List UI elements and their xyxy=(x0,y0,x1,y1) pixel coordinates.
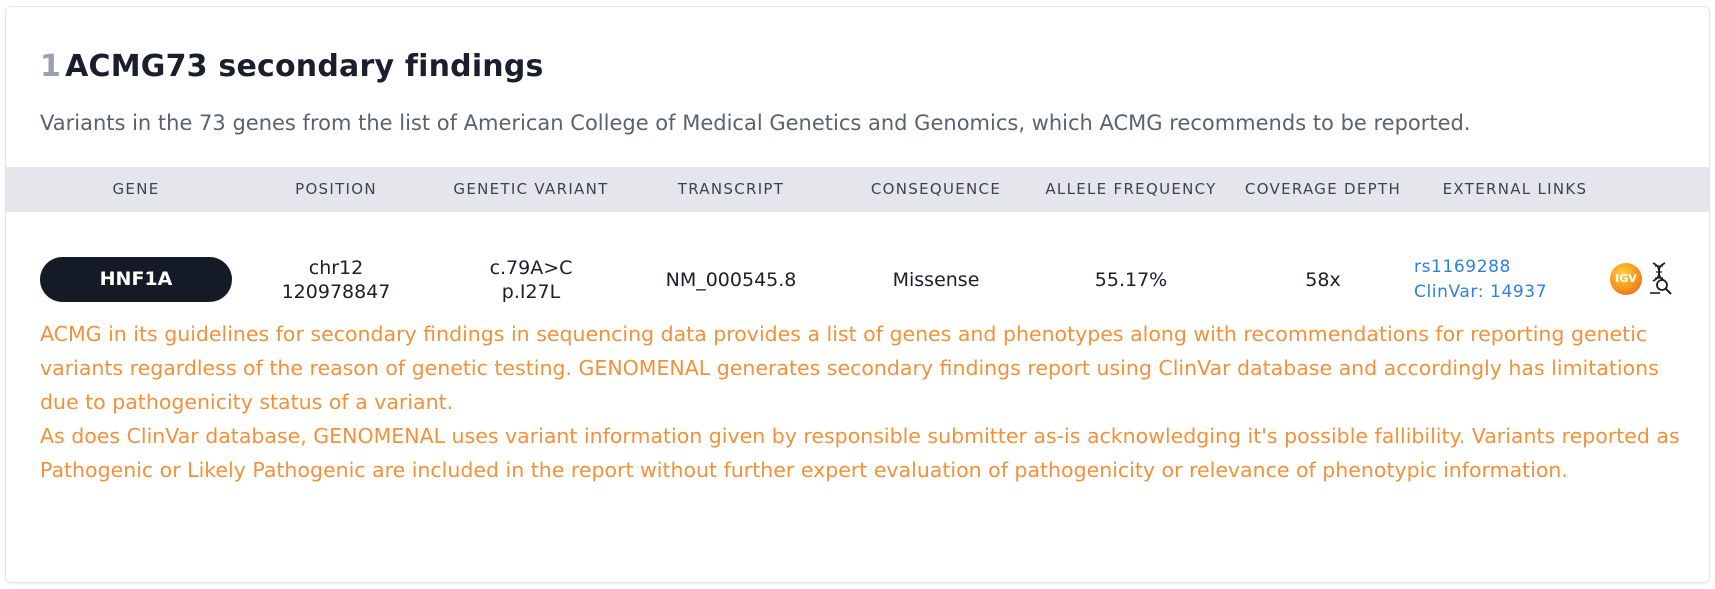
position-coordinate: 120978847 xyxy=(281,281,391,303)
disclaimer-note: ACMG in its guidelines for secondary fin… xyxy=(40,317,1680,487)
header-external-links: EXTERNAL LINKS xyxy=(1442,180,1588,198)
variant-cdna: c.79A>C xyxy=(489,257,573,279)
header-gene[interactable]: GENE xyxy=(112,180,160,198)
header-consequence[interactable]: CONSEQUENCE xyxy=(870,180,1002,198)
position-chromosome: chr12 xyxy=(308,257,364,279)
section-description: Variants in the 73 genes from the list o… xyxy=(40,111,1471,135)
disclaimer-paragraph: As does ClinVar database, GENOMENAL uses… xyxy=(40,424,1680,482)
section-number: 1 xyxy=(40,49,62,84)
clinvar-link[interactable]: ClinVar: 14937 xyxy=(1414,282,1548,302)
coverage-depth-cell: 58x xyxy=(1305,269,1341,291)
gene-badge[interactable]: HNF1A xyxy=(40,257,232,302)
transcript-cell: NM_000545.8 xyxy=(665,269,797,291)
table-header: GENE POSITION GENETIC VARIANT TRANSCRIPT… xyxy=(6,167,1709,212)
variant-protein: p.I27L xyxy=(501,281,561,303)
variant-cell: c.79A>C p.I27L xyxy=(436,245,626,315)
disclaimer-paragraph: ACMG in its guidelines for secondary fin… xyxy=(40,322,1659,414)
allele-frequency-cell: 55.17% xyxy=(1094,269,1168,291)
header-genetic-variant[interactable]: GENETIC VARIANT xyxy=(453,180,609,198)
external-links-cell: rs1169288 ClinVar: 14937 xyxy=(1414,255,1547,305)
dbsnp-link[interactable]: rs1169288 xyxy=(1414,257,1511,277)
consequence-cell: Missense xyxy=(892,269,980,291)
header-coverage-depth[interactable]: COVERAGE DEPTH xyxy=(1244,180,1402,198)
dna-search-icon[interactable] xyxy=(1648,261,1674,295)
section-title-text: ACMG73 secondary findings xyxy=(65,49,544,84)
position-cell: chr12 120978847 xyxy=(241,245,431,315)
secondary-findings-card: 1 ACMG73 secondary findings Variants in t… xyxy=(5,6,1710,583)
section-title: 1 ACMG73 secondary findings xyxy=(40,49,544,84)
igv-icon[interactable]: IGV xyxy=(1610,263,1642,295)
table-row: HNF1A chr12 120978847 c.79A>C p.I27L NM_… xyxy=(6,245,1709,315)
header-transcript[interactable]: TRANSCRIPT xyxy=(677,180,785,198)
header-position[interactable]: POSITION xyxy=(295,180,377,198)
header-allele-frequency[interactable]: ALLELE FREQUENCY xyxy=(1045,180,1217,198)
